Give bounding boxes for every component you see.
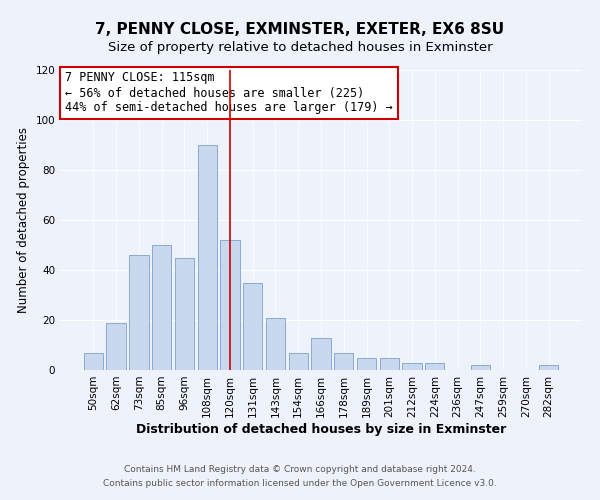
Bar <box>106 322 126 370</box>
Bar <box>266 318 285 370</box>
Bar <box>470 365 490 370</box>
Bar <box>539 365 558 370</box>
Bar <box>311 338 331 370</box>
Bar <box>334 352 353 370</box>
Text: Size of property relative to detached houses in Exminster: Size of property relative to detached ho… <box>107 41 493 54</box>
Bar <box>129 255 149 370</box>
Bar <box>289 352 308 370</box>
X-axis label: Distribution of detached houses by size in Exminster: Distribution of detached houses by size … <box>136 422 506 436</box>
Bar <box>403 362 422 370</box>
Text: Contains HM Land Registry data © Crown copyright and database right 2024.
Contai: Contains HM Land Registry data © Crown c… <box>103 466 497 487</box>
Text: 7, PENNY CLOSE, EXMINSTER, EXETER, EX6 8SU: 7, PENNY CLOSE, EXMINSTER, EXETER, EX6 8… <box>95 22 505 38</box>
Text: 7 PENNY CLOSE: 115sqm
← 56% of detached houses are smaller (225)
44% of semi-det: 7 PENNY CLOSE: 115sqm ← 56% of detached … <box>65 72 393 114</box>
Bar <box>175 258 194 370</box>
Bar <box>425 362 445 370</box>
Y-axis label: Number of detached properties: Number of detached properties <box>17 127 30 313</box>
Bar <box>380 358 399 370</box>
Bar <box>243 282 262 370</box>
Bar <box>197 145 217 370</box>
Bar <box>357 358 376 370</box>
Bar <box>220 240 239 370</box>
Bar <box>152 245 172 370</box>
Bar <box>84 352 103 370</box>
